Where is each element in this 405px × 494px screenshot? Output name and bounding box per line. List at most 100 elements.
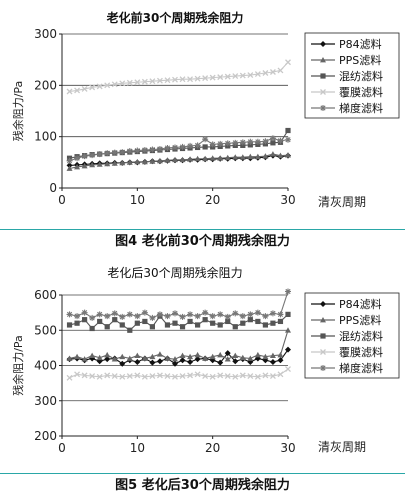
figure-5-data-point — [254, 309, 261, 316]
figure-5-data-point — [134, 320, 140, 326]
figure-4-y-tick-label: 0 — [49, 181, 57, 195]
figure-5-series-line — [69, 313, 289, 331]
figure-5-data-point — [179, 357, 186, 364]
figure-5-data-point — [232, 358, 239, 365]
figure-5-data-point — [172, 310, 178, 317]
figure-5-data-point — [239, 372, 246, 379]
figure-5-panel: 老化后30个周期残余阻力 200 300 400 500 600 0 10 20 30 残余阻力/P… — [0, 253, 405, 474]
figure-4-chart: 老化前30个周期残余阻力 0 100 200 300 0 10 20 30 残余阻力/Pa 清灰周期… — [11, 10, 400, 209]
figure-4-data-point — [254, 71, 261, 77]
figure-5-data-point — [277, 371, 284, 378]
figure-5-data-point — [285, 366, 291, 372]
figure-4-data-point — [126, 79, 133, 86]
figure-4-data-point — [202, 75, 209, 82]
figure-5-data-point — [89, 373, 96, 380]
figure-4-data-point — [66, 162, 73, 169]
figure-4-data-point — [262, 70, 269, 76]
figure-4-series-line — [69, 61, 289, 93]
figure-4-data-point — [96, 151, 103, 158]
figure-4-data-point — [270, 140, 276, 146]
figure-4-x-axis-label: 清灰周期 — [318, 195, 366, 209]
figure-5-data-point — [194, 313, 201, 320]
figure-4-data-point — [104, 82, 111, 89]
figure-5-data-point — [134, 358, 141, 365]
figure-5-data-point — [164, 313, 171, 320]
figure-5-data-point — [255, 318, 261, 325]
figure-5-data-point — [194, 356, 201, 363]
figure-4-data-point — [126, 148, 133, 155]
figure-5-series-line — [69, 330, 289, 360]
figure-5-x-tick-label: 0 — [58, 441, 66, 455]
figure-4-data-point — [111, 149, 118, 156]
figure-5-data-point — [202, 309, 209, 316]
figure-5-data-point — [111, 356, 118, 362]
figure-5-data-point — [232, 324, 238, 330]
figure-5-data-point — [269, 373, 276, 380]
figure-5-data-point — [179, 373, 186, 380]
figure-4-data-point — [247, 72, 254, 79]
figure-5-data-point — [82, 317, 88, 323]
figure-4-data-point — [209, 74, 216, 81]
figure-4-y-tick-label: 200 — [34, 78, 57, 92]
figure-5-x-tick-label: 10 — [130, 441, 145, 455]
figure-5-data-point — [285, 327, 291, 333]
figure-4-data-point — [277, 152, 284, 159]
figure-5-data-point — [149, 373, 156, 380]
figure-5-data-point — [111, 373, 118, 380]
figure-5-data-point — [187, 311, 194, 318]
figure-5-data-point — [254, 351, 261, 358]
figure-4-data-point — [126, 159, 133, 165]
figure-5-data-point — [156, 358, 163, 365]
figure-5-data-point — [81, 356, 88, 362]
figure-4-data-point — [74, 87, 81, 94]
figure-5-data-point — [209, 353, 216, 360]
figure-5-data-point — [262, 353, 269, 360]
figure-4-data-point — [149, 146, 156, 153]
figure-5-data-point — [247, 373, 254, 380]
figure-4-data-point — [141, 147, 148, 154]
figure-5-data-point — [66, 322, 73, 328]
figure-5-series-4 — [66, 366, 291, 381]
figure-5-data-point — [247, 317, 253, 323]
figure-4-data-point — [134, 158, 141, 165]
figure-4-data-point — [104, 150, 111, 157]
figure-5-data-point — [277, 351, 284, 358]
figure-4-data-point — [119, 149, 126, 156]
figure-5-data-point — [96, 373, 103, 380]
figure-4-data-point — [202, 136, 209, 143]
figure-4-data-point — [119, 80, 126, 87]
figure-5-data-point — [179, 324, 186, 330]
figure-4-data-point — [172, 156, 178, 163]
figure-5-data-point — [209, 313, 216, 320]
figure-4-data-point — [74, 163, 81, 170]
figure-5-data-point — [149, 353, 156, 360]
figure-4-data-point — [232, 73, 239, 80]
figure-5-data-point — [209, 357, 216, 364]
figure-4-data-point — [277, 137, 284, 144]
figure-4-data-point — [285, 152, 291, 158]
figure-4-legend-marker — [320, 57, 326, 63]
figure-4-series-5 — [66, 135, 291, 164]
figure-5-data-point — [224, 313, 231, 320]
figure-4-data-point — [232, 139, 239, 146]
figure-5-data-point — [97, 318, 103, 325]
caption-divider-2 — [0, 473, 405, 474]
figure-5-data-point — [119, 373, 126, 380]
figure-4-data-point — [156, 157, 163, 164]
figure-4-data-point — [187, 142, 194, 149]
figure-5-data-point — [209, 373, 216, 380]
figure-4-data-point — [224, 140, 231, 147]
figure-5-data-point — [149, 359, 156, 366]
figure-5-data-point — [96, 358, 103, 365]
figure-4-data-point — [209, 141, 216, 148]
figure-5-data-point — [74, 320, 80, 326]
figure-4-data-point — [202, 144, 208, 150]
figure-5-series-2 — [66, 327, 291, 362]
figure-4-data-point — [217, 155, 224, 161]
figure-5-data-point — [239, 354, 246, 361]
figure-5-data-point — [111, 310, 118, 317]
figure-5-y-tick-label: 600 — [34, 288, 57, 302]
figure-5-data-point — [194, 371, 201, 378]
figure-5-data-point — [156, 372, 163, 379]
figure-4-legend-label: P84滤料 — [339, 37, 382, 51]
